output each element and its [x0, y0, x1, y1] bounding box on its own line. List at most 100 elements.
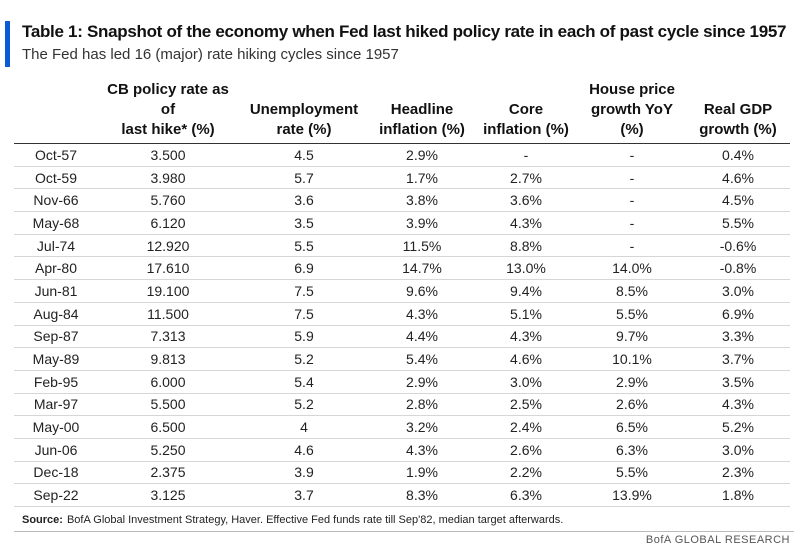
cell-policy-rate: 9.813 [98, 347, 238, 371]
table-row: May-89 9.813 5.2 5.4% 4.6% 10.1% 3.7% [14, 347, 790, 371]
cell-unemployment: 7.5 [238, 279, 370, 303]
cell-policy-rate: 19.100 [98, 279, 238, 303]
table-row: Jun-81 19.100 7.5 9.6% 9.4% 8.5% 3.0% [14, 279, 790, 303]
cell-core-inflation: 5.1% [474, 302, 578, 326]
cell-date: Oct-57 [14, 143, 98, 167]
column-header-line: Real GDP [703, 101, 773, 118]
cell-core-inflation: 9.4% [474, 279, 578, 303]
cell-policy-rate: 5.250 [98, 438, 238, 462]
cell-policy-rate: 2.375 [98, 461, 238, 485]
table-row: Apr-80 17.610 6.9 14.7% 13.0% 14.0% -0.8% [14, 256, 790, 281]
cell-unemployment: 3.7 [238, 483, 370, 507]
cell-policy-rate: 3.125 [98, 483, 238, 507]
table-header-row: CB policy rate as of last hike* (%) Unempl… [14, 80, 790, 144]
cell-house-price-growth: 2.9% [578, 370, 686, 394]
column-header-line: (%) [620, 121, 644, 138]
cell-unemployment: 3.9 [238, 461, 370, 485]
cell-unemployment: 5.5 [238, 234, 370, 258]
column-header-line: rate (%) [276, 121, 332, 138]
table-row: Jul-74 12.920 5.5 11.5% 8.8% - -0.6% [14, 234, 790, 258]
cell-headline-inflation: 5.4% [370, 347, 474, 371]
cell-unemployment: 4.6 [238, 438, 370, 462]
cell-headline-inflation: 9.6% [370, 279, 474, 303]
cell-headline-inflation: 4.4% [370, 325, 474, 349]
cell-real-gdp-growth: 0.4% [686, 143, 790, 167]
column-header-line: last hike* (%) [121, 121, 215, 138]
column-header-policy-rate: CB policy rate as of last hike* (%) [98, 80, 238, 144]
cell-core-inflation: 2.6% [474, 438, 578, 462]
cell-policy-rate: 6.500 [98, 415, 238, 439]
cell-core-inflation: 6.3% [474, 483, 578, 507]
cell-date: Jul-74 [14, 234, 98, 258]
cell-headline-inflation: 2.8% [370, 393, 474, 417]
cell-house-price-growth: - [578, 166, 686, 190]
cell-unemployment: 5.4 [238, 370, 370, 394]
cell-date: Apr-80 [14, 256, 98, 281]
cell-date: Jun-06 [14, 438, 98, 462]
cell-real-gdp-growth: 5.2% [686, 415, 790, 439]
cell-headline-inflation: 2.9% [370, 370, 474, 394]
table-row: Oct-57 3.500 4.5 2.9% - -0.4% [14, 143, 790, 167]
cell-house-price-growth: 10.1% [578, 347, 686, 371]
brand-footer: BofA GLOBAL RESEARCH [645, 534, 790, 546]
cell-real-gdp-growth: 3.0% [686, 438, 790, 462]
cell-house-price-growth: - [578, 143, 686, 167]
cell-headline-inflation: 4.3% [370, 302, 474, 326]
cell-real-gdp-growth: 4.3% [686, 393, 790, 417]
cell-house-price-growth: - [578, 234, 686, 258]
cell-policy-rate: 6.000 [98, 370, 238, 394]
cell-policy-rate: 6.120 [98, 211, 238, 235]
cell-headline-inflation: 11.5% [370, 234, 474, 258]
column-header-date [14, 80, 98, 144]
cell-core-inflation: 2.5% [474, 393, 578, 417]
cell-core-inflation: - [474, 143, 578, 167]
table-row: May-68 6.120 3.5 3.9% 4.3% -5.5% [14, 211, 790, 235]
cell-policy-rate: 11.500 [98, 302, 238, 326]
cell-house-price-growth: 8.5% [578, 279, 686, 303]
column-header-line: House price [589, 81, 675, 98]
cell-headline-inflation: 2.9% [370, 143, 474, 167]
cell-house-price-growth: 2.6% [578, 393, 686, 417]
cell-real-gdp-growth: 2.3% [686, 461, 790, 485]
cell-date: May-89 [14, 347, 98, 371]
cell-policy-rate: 17.610 [98, 256, 238, 281]
source-note: Source: BofA Global Investment Strategy, … [22, 514, 563, 526]
table-row: Nov-66 5.760 3.6 3.8% 3.6% -4.5% [14, 188, 790, 213]
cell-unemployment: 4 [238, 415, 370, 439]
table-row: Jun-06 5.250 4.6 4.3% 2.6% 6.3% 3.0% [14, 438, 790, 462]
cell-core-inflation: 4.3% [474, 211, 578, 235]
cell-core-inflation: 8.8% [474, 234, 578, 258]
column-header-line: growth YoY [591, 101, 673, 118]
column-header-line: inflation (%) [483, 121, 569, 138]
cell-real-gdp-growth: 4.5% [686, 188, 790, 213]
cell-house-price-growth: 5.5% [578, 302, 686, 326]
cell-date: Dec-18 [14, 461, 98, 485]
cell-policy-rate: 5.500 [98, 393, 238, 417]
cell-policy-rate: 3.500 [98, 143, 238, 167]
column-header-core-inflation: Core inflation (%) [474, 80, 578, 144]
table-row: May-00 6.500 4 3.2% 2.4% 6.5% 5.2% [14, 415, 790, 439]
table-row: Sep-87 7.313 5.9 4.4% 4.3% 9.7% 3.3% [14, 325, 790, 349]
economy-snapshot-table: CB policy rate as of last hike* (%) Unempl… [14, 80, 790, 507]
cell-core-inflation: 4.3% [474, 325, 578, 349]
column-header-line: inflation (%) [379, 121, 465, 138]
cell-core-inflation: 2.4% [474, 415, 578, 439]
cell-date: Mar-97 [14, 393, 98, 417]
cell-headline-inflation: 1.9% [370, 461, 474, 485]
column-header-headline-inflation: Headline inflation (%) [370, 80, 474, 144]
cell-house-price-growth: 13.9% [578, 483, 686, 507]
cell-unemployment: 3.6 [238, 188, 370, 213]
cell-real-gdp-growth: 3.3% [686, 325, 790, 349]
cell-unemployment: 5.2 [238, 393, 370, 417]
cell-house-price-growth: 5.5% [578, 461, 686, 485]
cell-unemployment: 6.9 [238, 256, 370, 281]
cell-real-gdp-growth: 5.5% [686, 211, 790, 235]
cell-real-gdp-growth: 6.9% [686, 302, 790, 326]
cell-real-gdp-growth: -0.6% [686, 234, 790, 258]
table-row: Mar-97 5.500 5.2 2.8% 2.5% 2.6% 4.3% [14, 393, 790, 417]
table-row: Oct-59 3.980 5.7 1.7% 2.7% -4.6% [14, 166, 790, 190]
cell-date: Aug-84 [14, 302, 98, 326]
cell-core-inflation: 2.7% [474, 166, 578, 190]
table-row: Dec-18 2.375 3.9 1.9% 2.2% 5.5% 2.3% [14, 461, 790, 485]
column-header-line: Headline [390, 101, 454, 118]
